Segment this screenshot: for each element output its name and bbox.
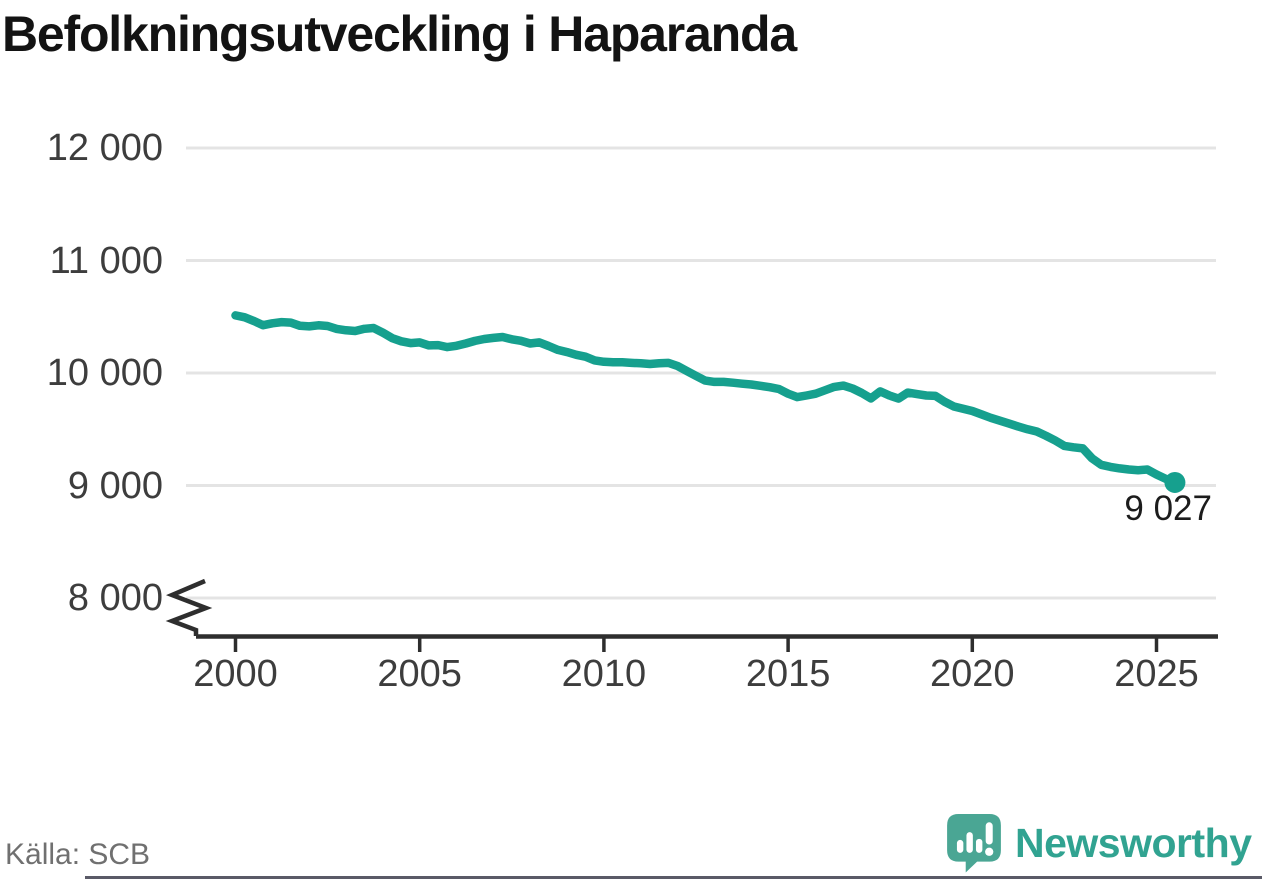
population-line <box>231 311 1180 487</box>
page-title: Befolkningsutveckling i Haparanda <box>2 6 797 62</box>
newsworthy-logo-icon <box>947 814 1001 873</box>
bottom-edge-artifact <box>85 876 1262 879</box>
last-point-marker <box>1164 471 1186 493</box>
y-tick-label: 12 000 <box>46 127 163 169</box>
y-tick-label: 11 000 <box>49 239 163 282</box>
x-tick-label: 2025 <box>1114 653 1199 695</box>
x-tick-label: 2000 <box>193 653 278 695</box>
x-tick-label: 2020 <box>930 653 1015 695</box>
x-tick-label: 2005 <box>377 653 462 695</box>
y-tick-label: 10 000 <box>46 352 163 394</box>
x-tick-label: 2010 <box>561 653 647 695</box>
speech-bubble-shape <box>947 814 1001 873</box>
y-tick-label: 9 000 <box>67 464 163 507</box>
bar-chart-bar-1 <box>956 839 964 853</box>
end-value-label: 9 027 <box>1124 489 1212 528</box>
exclamation-bar <box>985 822 993 845</box>
newsworthy-logo: Newsworthy <box>946 812 1252 874</box>
source-note: Källa: SCB <box>5 838 151 871</box>
exclamation-dot <box>985 847 994 856</box>
bar-chart-bar-3 <box>975 838 983 853</box>
y-axis-break-icon <box>165 578 213 636</box>
y-tick-label: 8 000 <box>67 577 163 619</box>
bar-chart-bar-2 <box>966 832 973 853</box>
newsworthy-logo-text: Newsworthy <box>1015 820 1252 866</box>
x-tick-label: 2015 <box>745 653 831 695</box>
